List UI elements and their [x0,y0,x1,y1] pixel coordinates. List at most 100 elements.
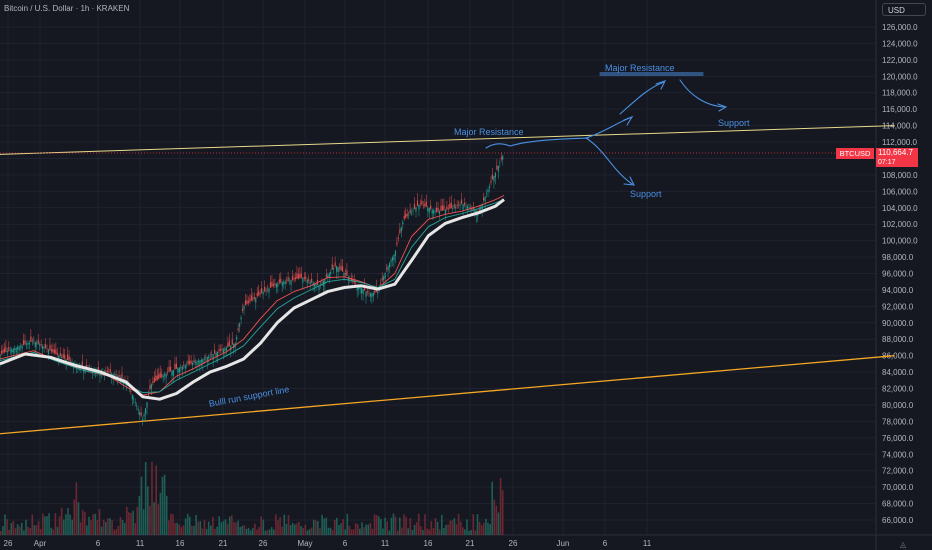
volume-bar [304,524,307,535]
candle-body [121,373,123,379]
candle-body [421,200,423,205]
candle-body [47,349,50,354]
candle-body [496,165,498,170]
candle-body [253,297,255,299]
candle-body [306,279,308,283]
candle-body [269,282,272,288]
candle-body [171,370,173,376]
volume-bar [4,514,6,535]
volume-bar [457,513,460,535]
volume-bar [90,519,92,535]
volume-bar [499,478,502,535]
resistance-trendline [0,125,895,155]
candle-body [205,357,207,359]
volume-bar [462,527,464,535]
volume-bar [73,499,76,535]
candle-body [493,176,495,182]
moving-average-line [0,198,505,401]
volume-bar [14,528,17,535]
volume-bar [75,482,78,535]
volume-bar [472,514,475,535]
volume-bar [371,528,374,535]
x-tick-label: 21 [466,539,475,548]
volume-bar [226,523,229,535]
candle-body [228,340,230,347]
candle-body [438,211,441,215]
candle-body [319,284,322,285]
candle-body [355,283,357,284]
volume-bar [237,520,239,535]
candle-body [428,208,430,213]
candle-body [416,200,419,207]
volume-bar [359,528,361,535]
candle-body [463,202,466,205]
volume-bar [468,530,470,535]
volume-bar [71,519,73,535]
candle-body [313,283,316,287]
volume-bar [247,527,250,535]
candle-body [172,369,175,376]
volume-bar [111,520,113,535]
forecast-path-to-peak [619,81,665,115]
candle-body [6,351,8,353]
volume-bar [378,516,380,535]
volume-bar [69,514,71,535]
volume-bar [357,524,359,535]
volume-bar [325,517,328,535]
volume-bar [100,526,103,535]
candle-body [196,361,198,365]
candle-body [159,372,161,378]
candle-body [218,349,220,352]
y-tick-label: 78,000.0 [882,417,914,426]
volume-bar [254,523,256,535]
candle-body [394,250,397,256]
candle-body [405,213,407,218]
volume-bar [161,476,164,535]
candle-body [168,366,170,372]
candle-body [24,340,26,345]
volume-bar [249,530,252,535]
volume-bar [130,512,132,535]
y-tick-label: 98,000.0 [882,253,914,262]
candle-body [62,354,64,358]
candle-body [396,242,398,245]
volume-bar [396,530,399,535]
symbol-title[interactable]: Bitcoin / U.S. Dollar · 1h · KRAKEN [4,4,130,13]
candle-body [309,281,311,285]
volume-bar [270,527,273,535]
candle-body [450,202,452,209]
x-tick-label: 26 [509,539,518,548]
candle-body [494,172,496,178]
candle-body [302,277,304,283]
volume-bar [413,525,416,535]
volume-bar [94,513,97,535]
candle-body [499,162,501,164]
candle-body [19,345,22,347]
volume-bar [319,528,321,535]
candle-body [225,347,227,351]
candle-body [347,277,349,280]
candle-body [261,288,263,294]
volume-bar [203,520,206,535]
candle-body [27,343,29,345]
volume-bar [178,524,181,535]
candle-body [286,280,288,282]
candle-body [383,276,385,280]
candle-body [483,197,485,201]
volume-bar [54,513,57,535]
volume-bar [403,514,405,535]
candle-body [189,360,191,364]
y-tick-label: 74,000.0 [882,450,914,459]
volume-bar [264,530,267,535]
candle-body [268,288,270,293]
y-tick-label: 114,000.0 [882,122,918,131]
y-tick-label: 68,000.0 [882,500,914,509]
candle-body [399,229,401,234]
volume-bar [386,521,388,535]
candle-body [275,283,277,288]
volume-bar [18,526,21,535]
currency-button[interactable]: USD [882,3,926,16]
candle-body [186,364,188,366]
y-tick-label: 102,000.0 [882,220,918,229]
